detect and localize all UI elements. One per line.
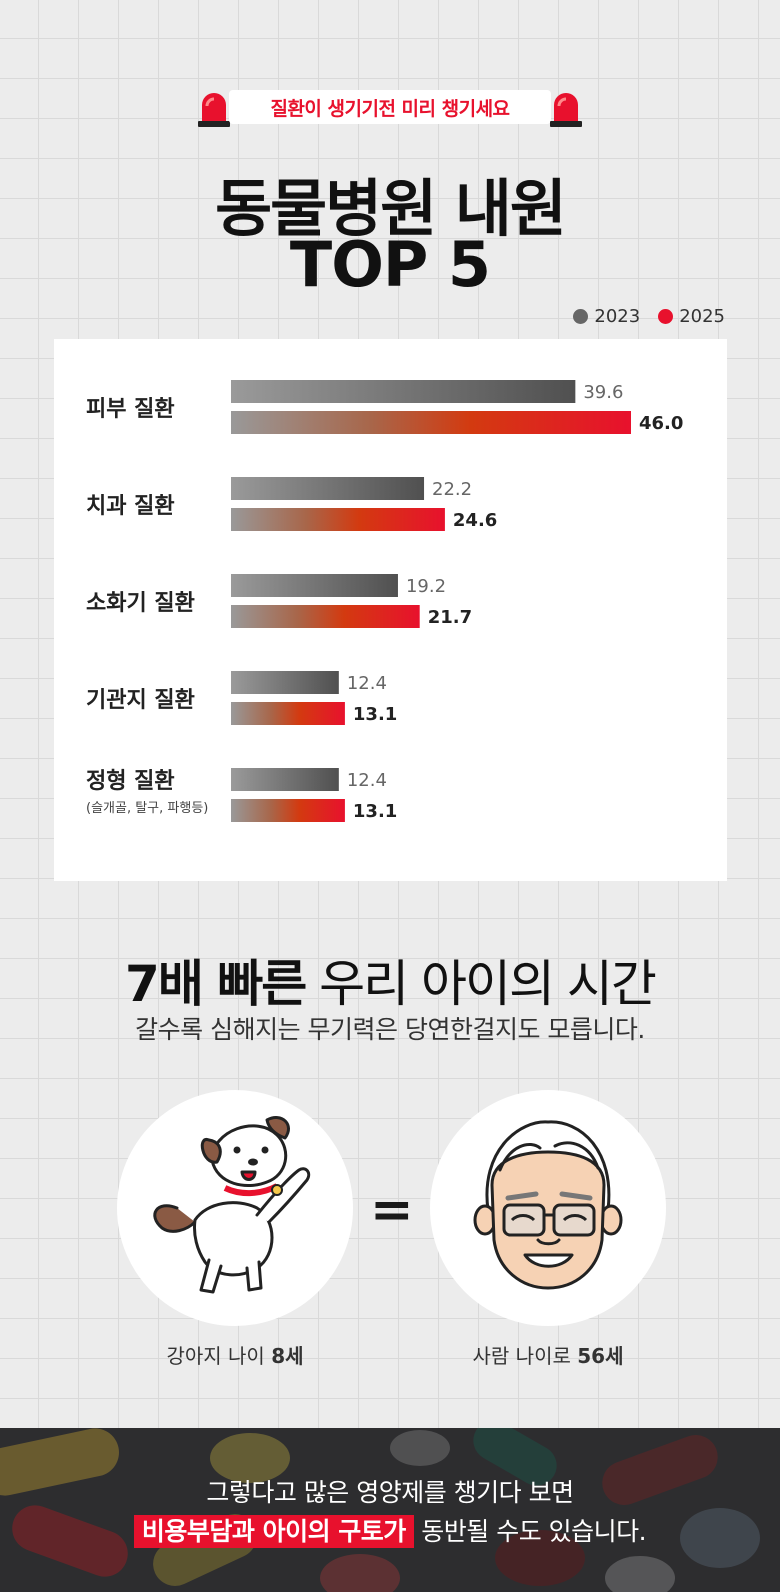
grandpa-icon xyxy=(473,1120,623,1290)
siren-icon xyxy=(198,93,230,127)
dog-icon xyxy=(153,1116,311,1294)
human-age-caption: 사람 나이로 56세 xyxy=(398,1340,698,1369)
dog-age-caption: 강아지 나이 8세 xyxy=(85,1340,385,1369)
banner-text: 질환이 생기기전 미리 챙기세요 xyxy=(229,90,551,124)
heading-rest: 우리 아이의 시간 xyxy=(305,955,657,1013)
top-banner: 질환이 생기기전 미리 챙기세요 xyxy=(195,88,585,127)
value-label-2023: 12.4 xyxy=(347,770,387,791)
bar-2025 xyxy=(231,508,445,531)
category-label: 피부 질환 xyxy=(86,397,175,422)
page-title-line2: TOP 5 xyxy=(289,228,491,301)
value-label-2023: 39.6 xyxy=(583,382,623,403)
value-label-2025: 21.7 xyxy=(428,607,472,628)
bar-2023 xyxy=(231,671,339,694)
bottom-text-rest: 동반될 수도 있습니다. xyxy=(413,1517,647,1546)
siren-icon xyxy=(550,93,582,127)
bottom-pills-banner xyxy=(0,1428,780,1592)
value-label-2025: 13.1 xyxy=(353,801,397,822)
value-label-2025: 24.6 xyxy=(453,510,497,531)
page-title-line1: 동물병원 내원 xyxy=(215,172,567,245)
category-label: 치과 질환 xyxy=(86,494,175,519)
chart-card: 피부 질환 39.6 46.0 치과 질환 22.2 24.6 소화기 질환 19.2 21.7… xyxy=(54,339,727,881)
value-label-2023: 19.2 xyxy=(406,576,446,597)
value-label-2023: 22.2 xyxy=(432,479,472,500)
equals-sign: = xyxy=(370,1180,414,1240)
category-label: 소화기 질환 xyxy=(86,591,195,616)
value-label-2025: 13.1 xyxy=(353,704,397,725)
human-age: 56세 xyxy=(577,1344,624,1368)
bar-chart: 피부 질환 39.6 46.0 치과 질환 22.2 24.6 소화기 질환 19.2 21.7… xyxy=(86,380,683,822)
bar-2025 xyxy=(231,411,631,434)
dog-illustration xyxy=(117,1090,353,1326)
bar-2025 xyxy=(231,799,345,822)
man-caption-text: 사람 나이로 xyxy=(472,1344,578,1368)
value-label-2025: 46.0 xyxy=(639,413,683,434)
bar-2025 xyxy=(231,702,345,725)
legend-dot xyxy=(573,309,589,324)
chart-legend: 2023 2025 xyxy=(573,306,725,327)
value-label-2023: 12.4 xyxy=(347,673,387,694)
dog-caption-text: 강아지 나이 xyxy=(166,1344,272,1368)
pills-background xyxy=(0,1428,780,1592)
bar-2023 xyxy=(231,380,576,403)
legend-item-2025: 2025 xyxy=(658,306,725,327)
category-label: 정형 질환 xyxy=(86,769,175,794)
category-note: (슬개골, 탈구, 파행등) xyxy=(86,800,208,816)
bottom-text-line2: 비용부담과 아이의 구토가 동반될 수도 있습니다. xyxy=(0,1512,780,1548)
legend-item-2023: 2023 xyxy=(573,306,640,327)
dog-age: 8세 xyxy=(271,1344,304,1368)
section-heading: 7배 빠른 우리 아이의 시간 xyxy=(0,944,780,1016)
bar-2023 xyxy=(231,477,425,500)
section-subtitle: 갈수록 심해지는 무기력은 당연한걸지도 모릅니다. xyxy=(135,1015,645,1044)
legend-dot xyxy=(658,309,674,324)
highlight-text: 비용부담과 아이의 구토가 xyxy=(133,1515,414,1548)
legend-label: 2023 xyxy=(594,306,641,327)
legend-label: 2025 xyxy=(679,306,725,327)
category-label: 기관지 질환 xyxy=(86,688,195,713)
bar-2023 xyxy=(231,574,398,597)
grandpa-illustration xyxy=(430,1090,666,1326)
bar-2025 xyxy=(231,605,420,628)
bottom-text-line1: 그렇다고 많은 영양제를 챙기다 보면 xyxy=(206,1478,574,1507)
bar-2023 xyxy=(231,768,339,791)
heading-bold: 7배 빠른 xyxy=(125,955,307,1013)
